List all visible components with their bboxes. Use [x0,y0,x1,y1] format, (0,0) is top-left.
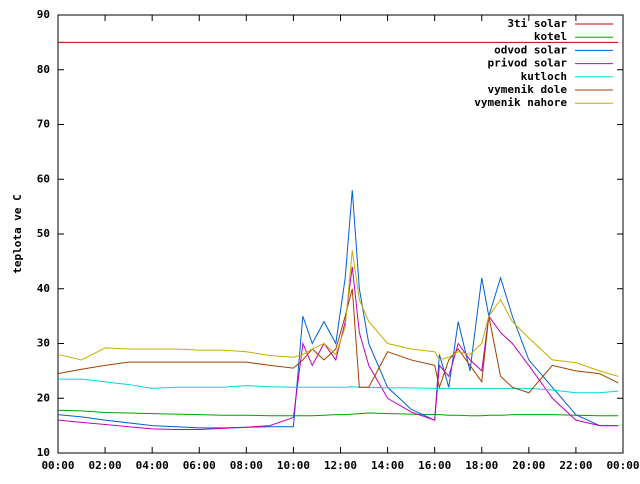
x-tick-label: 08:00 [230,459,263,472]
x-tick-label: 12:00 [324,459,357,472]
y-tick-label: 20 [37,391,50,404]
y-tick-label: 50 [37,227,50,240]
y-tick-label: 40 [37,282,50,295]
legend-label: kotel [534,30,567,43]
x-tick-label: 10:00 [277,459,310,472]
series-line [57,190,619,429]
x-tick-label: 22:00 [559,459,592,472]
series-line [57,250,619,377]
series-line [57,409,619,417]
y-tick-label: 60 [37,172,50,185]
legend-label: 3ti solar [507,17,567,30]
y-tick-label: 90 [37,8,50,21]
x-tick-label: 00:00 [606,459,639,472]
x-tick-label: 02:00 [89,459,122,472]
legend-label: privod solar [488,57,568,70]
legend-label: odvod solar [494,43,567,56]
x-tick-label: 06:00 [183,459,216,472]
legend-label: vymenik nahore [474,96,567,109]
x-tick-label: 14:00 [371,459,404,472]
x-tick-label: 16:00 [418,459,451,472]
x-tick-label: 04:00 [136,459,169,472]
y-tick-label: 70 [37,118,50,131]
x-tick-label: 00:00 [41,459,74,472]
series-line [57,266,619,430]
y-tick-label: 30 [37,337,50,350]
series-line [57,288,619,394]
x-tick-label: 18:00 [465,459,498,472]
y-tick-label: 10 [37,446,50,459]
x-tick-label: 20:00 [512,459,545,472]
legend-label: kutloch [521,70,567,83]
y-tick-label: 80 [37,63,50,76]
y-axis-label: teplota ve C [11,194,24,273]
legend-label: vymenik dole [488,83,568,96]
